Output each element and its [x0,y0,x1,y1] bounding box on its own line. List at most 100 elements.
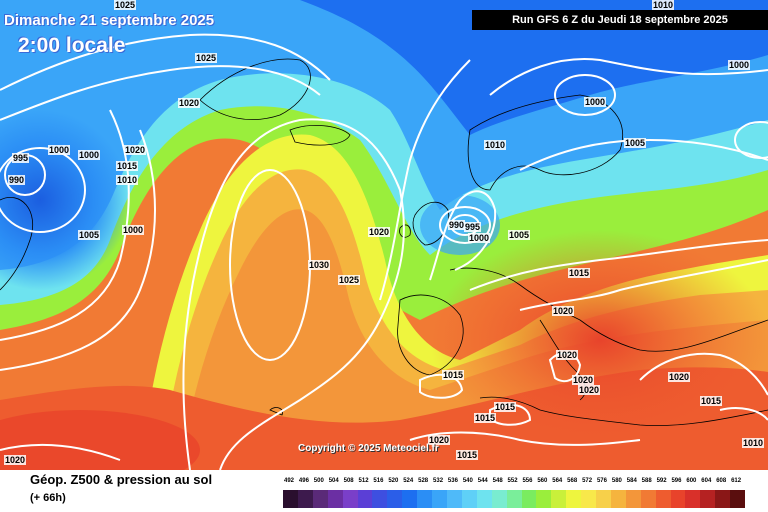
isobar-label: 1000 [468,233,491,243]
legend-title: Géop. Z500 & pression au sol [30,472,213,487]
scale-swatch [327,490,343,508]
scale-swatch [491,490,507,508]
scale-swatch [610,490,626,508]
isobar-label: 1025 [338,275,361,285]
scale-swatch [357,490,373,508]
scale-swatch [581,490,597,508]
isobar-label: 1005 [508,230,531,240]
isobar-label: 990 [448,220,466,230]
scale-swatch [670,490,686,508]
scale-swatch [297,490,313,508]
isobar-label: 1030 [308,260,331,270]
isobar-label: 1020 [178,98,201,108]
forecast-date: Dimanche 21 septembre 2025 [4,12,215,29]
scale-value: 576 [596,478,607,484]
scale-value: 604 [701,478,712,484]
scale-swatch [446,490,462,508]
scale-value: 520 [388,478,399,484]
scale-value: 512 [358,478,369,484]
copyright-notice: Copyright © 2025 Meteociel.fr [298,443,439,454]
scale-value: 608 [716,478,727,484]
isobar-label: 1025 [195,53,218,63]
isobar-label: 1000 [48,145,71,155]
isobar-label: 1020 [124,145,147,155]
isobar-label: 1010 [484,140,507,150]
scale-value: 524 [403,478,414,484]
isobar-label: 1015 [568,268,591,278]
isobar-label: 1020 [428,435,451,445]
isobar-label: 1020 [578,385,601,395]
isobar-label: 1020 [556,350,579,360]
model-run-label: Run GFS 6 Z du Jeudi 18 septembre 2025 [472,10,768,30]
scale-value: 540 [462,478,473,484]
scale-value: 500 [313,478,324,484]
scale-value: 568 [567,478,578,484]
isobar-label: 1015 [116,161,139,171]
isobar-label: 1005 [78,230,101,240]
isobar-label: 1000 [584,97,607,107]
isobar-label: 1020 [4,455,27,465]
scale-value: 588 [641,478,652,484]
scale-swatch [730,490,746,508]
scale-value: 556 [522,478,533,484]
color-scale-labels: 492 496 500 504 508 512 516 520 524 528 532 536 540 5… [283,478,745,488]
scale-value: 600 [686,478,697,484]
isobar-label: 1010 [652,0,675,10]
scale-swatch [655,490,671,508]
scale-value: 596 [671,478,682,484]
isobar-label: 1000 [728,60,751,70]
isobar-label: 1015 [456,450,479,460]
isobar-label: 1000 [122,225,145,235]
scale-swatch [506,490,522,508]
scale-swatch [476,490,492,508]
isobar-label: 1010 [742,438,765,448]
isobar-label: 1020 [368,227,391,237]
scale-swatch [387,490,403,508]
isobar-label: 1020 [552,306,575,316]
isobar-label: 1015 [494,402,517,412]
scale-value: 612 [731,478,742,484]
scale-value: 564 [552,478,563,484]
scale-value: 548 [492,478,503,484]
scale-value: 492 [284,478,295,484]
isobar-label: 995 [12,153,30,163]
scale-swatch [342,490,358,508]
scale-swatch [625,490,641,508]
scale-swatch [432,490,447,508]
scale-value: 496 [298,478,309,484]
scale-value: 532 [433,478,444,484]
scale-swatch [536,490,552,508]
isobar-label: 1015 [700,396,723,406]
scale-value: 584 [626,478,637,484]
scale-swatch [402,490,418,508]
scale-value: 508 [343,478,354,484]
scale-value: 528 [418,478,429,484]
scale-value: 560 [537,478,548,484]
scale-value: 516 [373,478,384,484]
isobar-label: 995 [464,222,482,232]
scale-swatch [700,490,716,508]
scale-swatch [461,490,477,508]
scale-value: 544 [477,478,488,484]
scale-swatch [372,490,388,508]
isobar-label: 1015 [474,413,497,423]
scale-swatch [685,490,701,508]
color-scale-bar [283,490,746,508]
scale-swatch [551,490,567,508]
legend-footer: Géop. Z500 & pression au sol (+ 66h) 492… [0,470,768,512]
scale-value: 536 [447,478,458,484]
scale-swatch [715,490,731,508]
isobar-label: 1025 [114,0,137,10]
forecast-time: 2:00 locale [18,34,126,57]
legend-subtitle: (+ 66h) [30,492,66,504]
isobar-label: 1000 [78,150,101,160]
scale-value: 572 [582,478,593,484]
scale-swatch [566,490,582,508]
scale-swatch [640,490,656,508]
scale-swatch [417,490,433,508]
scale-value: 504 [328,478,339,484]
scale-value: 592 [656,478,667,484]
isobar-label: 1020 [572,375,595,385]
isobar-label: 990 [8,175,26,185]
